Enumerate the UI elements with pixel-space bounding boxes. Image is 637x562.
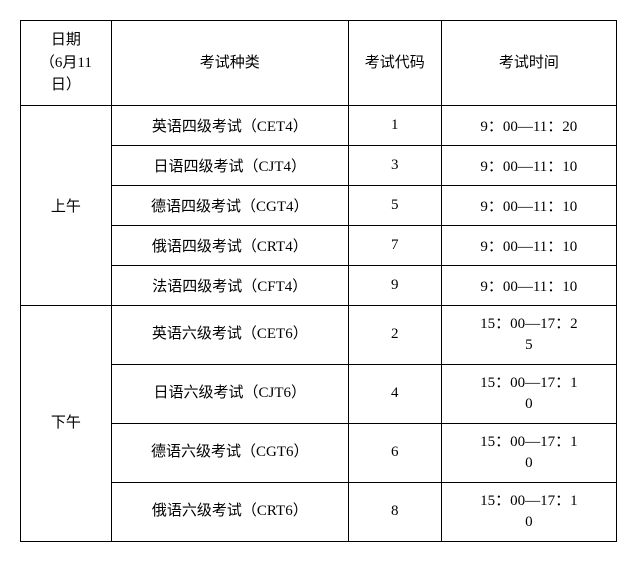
exam-code-cell: 1 — [348, 105, 441, 145]
exam-time-cell: 15：00—17：10 — [441, 482, 616, 541]
exam-time-cell: 9：00—11：10 — [441, 265, 616, 305]
exam-code-cell: 3 — [348, 145, 441, 185]
header-type: 考试种类 — [111, 21, 348, 106]
exam-type-cell: 日语四级考试（CJT4） — [111, 145, 348, 185]
exam-type-cell: 英语四级考试（CET4） — [111, 105, 348, 145]
exam-time-cell: 15：00—17：10 — [441, 364, 616, 423]
exam-type-cell: 俄语四级考试（CRT4） — [111, 225, 348, 265]
table-header-row: 日期（6月11日） 考试种类 考试代码 考试时间 — [21, 21, 617, 106]
exam-type-cell: 法语四级考试（CFT4） — [111, 265, 348, 305]
table-row: 上午 英语四级考试（CET4） 1 9：00—11：20 — [21, 105, 617, 145]
table-row: 下午 英语六级考试（CET6） 2 15：00—17：25 — [21, 305, 617, 364]
exam-type-cell: 俄语六级考试（CRT6） — [111, 482, 348, 541]
exam-time-cell: 9：00—11：10 — [441, 145, 616, 185]
exam-time-cell: 9：00—11：10 — [441, 225, 616, 265]
exam-code-cell: 6 — [348, 423, 441, 482]
period-cell-morning: 上午 — [21, 105, 112, 305]
exam-type-cell: 德语六级考试（CGT6） — [111, 423, 348, 482]
exam-code-cell: 7 — [348, 225, 441, 265]
exam-type-cell: 英语六级考试（CET6） — [111, 305, 348, 364]
exam-type-cell: 德语四级考试（CGT4） — [111, 185, 348, 225]
exam-schedule-table-container: 日期（6月11日） 考试种类 考试代码 考试时间 上午 英语四级考试（CET4）… — [20, 20, 617, 542]
exam-time-cell: 9：00—11：10 — [441, 185, 616, 225]
exam-code-cell: 9 — [348, 265, 441, 305]
exam-code-cell: 5 — [348, 185, 441, 225]
header-time: 考试时间 — [441, 21, 616, 106]
exam-time-cell: 15：00—17：10 — [441, 423, 616, 482]
exam-code-cell: 2 — [348, 305, 441, 364]
header-date: 日期（6月11日） — [21, 21, 112, 106]
period-cell-afternoon: 下午 — [21, 305, 112, 541]
exam-code-cell: 8 — [348, 482, 441, 541]
header-code: 考试代码 — [348, 21, 441, 106]
exam-schedule-table: 日期（6月11日） 考试种类 考试代码 考试时间 上午 英语四级考试（CET4）… — [20, 20, 617, 542]
exam-code-cell: 4 — [348, 364, 441, 423]
exam-type-cell: 日语六级考试（CJT6） — [111, 364, 348, 423]
exam-time-cell: 15：00—17：25 — [441, 305, 616, 364]
exam-time-cell: 9：00—11：20 — [441, 105, 616, 145]
